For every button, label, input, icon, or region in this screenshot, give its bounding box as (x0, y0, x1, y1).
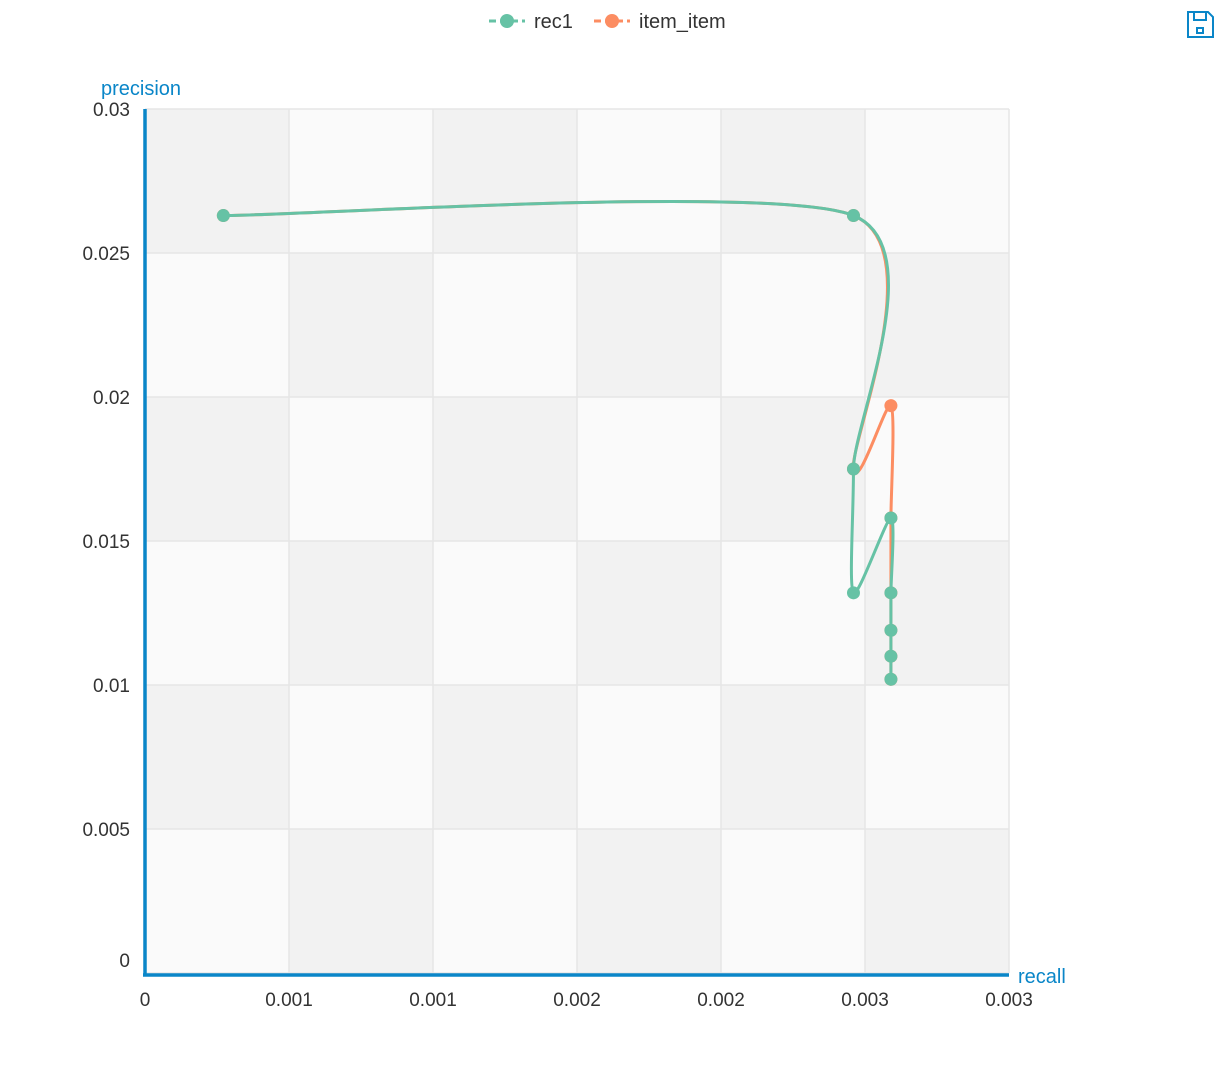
x-tick-label: 0.001 (409, 990, 457, 1011)
grid-cell (721, 253, 865, 397)
grid-cell (577, 685, 721, 829)
x-tick-label: 0.002 (697, 990, 745, 1011)
grid-cell (433, 541, 577, 685)
grid-cell (145, 253, 289, 397)
data-point-rec1 (884, 649, 898, 663)
grid-cell (865, 829, 1009, 973)
grid-cell (145, 109, 289, 253)
grid-cell (721, 541, 865, 685)
x-tick-labels: 0 0.001 0.001 0.002 0.002 0.003 0.003 (140, 990, 1033, 1011)
grid-cell (289, 253, 433, 397)
y-tick-label: 0.025 (82, 244, 130, 265)
grid-cell (289, 829, 433, 973)
grid-cell (721, 829, 865, 973)
grid-cell (721, 685, 865, 829)
grid-cell (145, 829, 289, 973)
grid-cell (433, 397, 577, 541)
y-tick-label: 0.01 (93, 676, 130, 697)
grid-cell (289, 541, 433, 685)
grid-cell (433, 253, 577, 397)
legend-label-rec1: rec1 (534, 11, 573, 33)
x-tick-label: 0.003 (985, 990, 1033, 1011)
x-axis-title: recall (1018, 966, 1066, 988)
data-point-rec1 (884, 586, 898, 600)
y-tick-label: 0 (119, 951, 130, 972)
grid-cell (145, 541, 289, 685)
y-tick-label: 0.005 (82, 820, 130, 841)
grid-cell (577, 397, 721, 541)
data-point-rec1 (846, 462, 860, 476)
axes (143, 109, 1009, 977)
grid-cell (289, 109, 433, 253)
grid-cell (865, 685, 1009, 829)
grid-cell (145, 397, 289, 541)
grid-cell (433, 685, 577, 829)
data-point-rec1 (216, 209, 230, 223)
background-bands (145, 109, 1009, 973)
legend: rec1 item_item (489, 11, 726, 33)
grid-cell (577, 541, 721, 685)
legend-item-rec1[interactable]: rec1 (489, 11, 573, 33)
data-point-rec1 (884, 672, 898, 686)
y-tick-labels: 0 0.005 0.01 0.015 0.02 0.025 0.03 (82, 100, 130, 972)
x-tick-label: 0.002 (553, 990, 601, 1011)
grid-cell (577, 109, 721, 253)
grid-cell (145, 685, 289, 829)
grid-cell (577, 829, 721, 973)
legend-label-item-item: item_item (639, 11, 726, 33)
data-point-rec1 (846, 586, 860, 600)
floppy-disk-icon (1187, 11, 1214, 38)
grid-cell (721, 397, 865, 541)
grid-cell (865, 541, 1009, 685)
data-point-rec1 (884, 511, 898, 525)
y-tick-label: 0.02 (93, 388, 130, 409)
x-tick-label: 0.001 (265, 990, 313, 1011)
data-point-rec1 (846, 209, 860, 223)
grid-cell (865, 109, 1009, 253)
y-axis-title: precision (101, 78, 181, 100)
y-tick-label: 0.015 (82, 532, 130, 553)
legend-item-item-item[interactable]: item_item (594, 11, 726, 33)
series-rec1 (216, 199, 898, 686)
grid-cell (721, 109, 865, 253)
series-layer (216, 199, 898, 686)
grid-cell (577, 253, 721, 397)
y-tick-label: 0.03 (93, 100, 130, 121)
x-tick-label: 0 (140, 990, 151, 1011)
grid-cell (289, 397, 433, 541)
data-point-item-item (884, 399, 898, 413)
grid-cell (433, 829, 577, 973)
grid-cell (289, 685, 433, 829)
save-button[interactable] (1187, 11, 1214, 38)
data-point-rec1 (884, 623, 898, 637)
x-tick-label: 0.003 (841, 990, 889, 1011)
grid-cell (433, 109, 577, 253)
